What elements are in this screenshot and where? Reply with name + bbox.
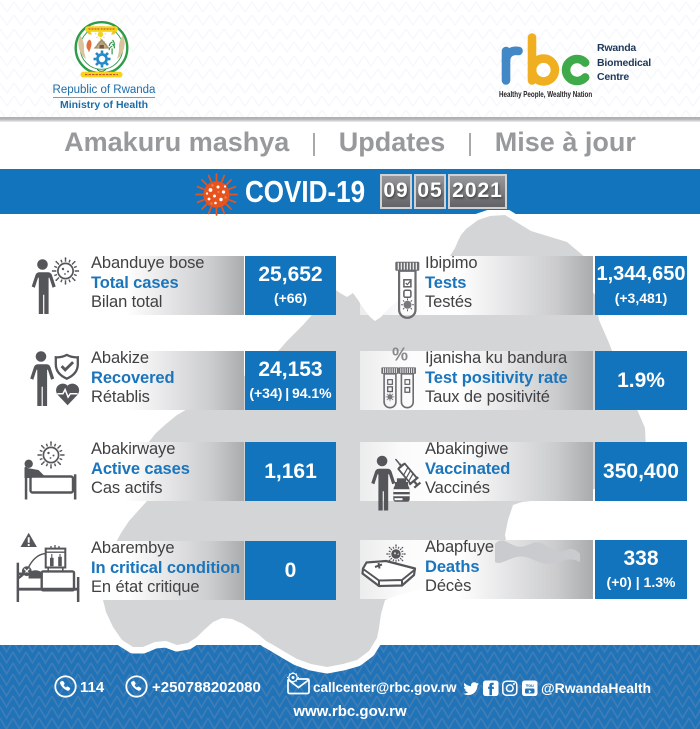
svg-text:You: You [526, 683, 535, 688]
svg-text:%: % [392, 345, 408, 365]
